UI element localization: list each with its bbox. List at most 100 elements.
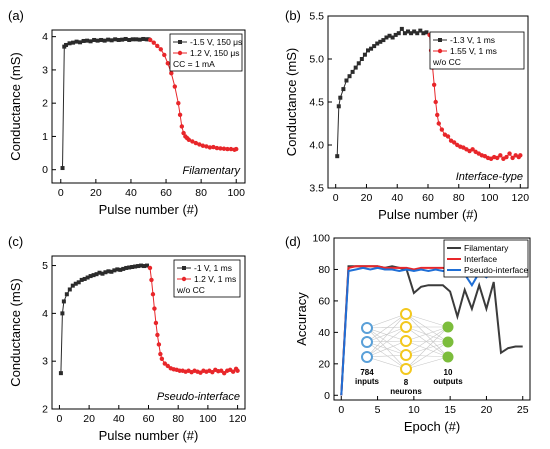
data-point-square [85,275,90,280]
data-point-circle [504,154,509,160]
data-point-square [375,41,380,46]
plot-frame [51,29,246,184]
data-point-square [130,37,135,42]
output-count-label: 10 [444,368,453,377]
data-point-square [116,37,121,42]
y-tick-label: 4 [42,31,48,43]
data-point-circle [152,306,157,311]
data-point-square [335,154,340,159]
data-point-circle [210,369,215,375]
data-point-square [406,29,410,34]
network-connection [405,326,449,358]
data-point-circle [507,151,512,156]
network-connection [366,326,407,343]
data-point-square [412,29,417,34]
data-point-circle [177,112,183,118]
data-point-square [115,267,120,272]
data-point-square [82,276,87,281]
data-point-square [121,266,126,271]
data-point-square [396,31,401,36]
data-point-circle [147,265,153,271]
data-point-square [336,104,341,109]
network-connection [405,326,449,342]
data-point-square [399,26,404,31]
data-point-square [74,39,79,44]
legend-entry: -1.3 V, 1 ms [450,35,495,45]
legend-entry: 1.55 V, 1 ms [450,46,497,56]
y-tick-label: 4.5 [309,97,324,109]
x-tick-label: 60 [143,413,155,425]
network-connection [366,341,407,370]
x-tick-label: 0 [58,187,64,199]
data-point-circle [181,130,186,136]
network-connection [405,326,449,356]
data-point-square [366,48,370,53]
y-tick-label: 40 [318,327,330,339]
plot-frame [333,237,531,401]
network-connection [366,313,407,358]
data-point-square [73,281,78,286]
data-point-square [109,269,114,274]
data-point-square [70,283,75,288]
data-point-square [409,31,414,36]
data-point-square [71,40,76,45]
x-tick-label: 120 [229,413,247,425]
series-line-1 [62,38,149,169]
panel-label: (a) [8,8,24,23]
data-point-circle [153,320,159,326]
legend: -1 V, 1 ms1.2 V, 1 msw/o CC [173,259,241,298]
panel-annotation: Interface-type [456,171,523,183]
legend-note: w/o CC [176,285,205,295]
x-axis-label: Pulse number (#) [378,207,478,222]
x-tick-label: 120 [512,192,530,204]
chart-panel-1: (a) 0 20 40 60 80 100 0 1 2 3 4 Pulse number (#) Cond… [8,8,246,217]
data-point-circle [228,146,234,152]
output-sublabel: outputs [433,377,463,386]
data-point-square [67,287,72,292]
data-point-circle [518,153,523,158]
x-tick-label: 60 [160,187,172,199]
data-point-square [88,274,93,279]
data-point-square [127,265,132,270]
data-point-circle [219,368,224,373]
data-point-square [99,37,104,42]
network-connection [366,326,407,358]
series-line-1 [336,28,427,157]
output-neuron [442,321,454,333]
data-point-square [359,57,364,61]
data-point-square [60,166,65,171]
y-tick-label: 4.0 [309,140,324,152]
data-point-circle [431,82,437,88]
data-point-circle [222,370,227,376]
data-point-square [60,311,65,316]
hidden-neuron [400,335,412,347]
y-axis-label: Conductance (mS) [8,52,23,160]
network-connection [405,341,449,356]
data-point-square [387,33,392,38]
data-point-square [390,35,395,40]
x-tick-label: 0 [338,404,344,416]
y-tick-label: 5.5 [309,11,324,23]
network-connection [366,356,407,370]
data-point-square [103,270,108,275]
y-axis-label: Accuracy [294,292,309,346]
network-connection [366,340,407,358]
chart-panel-4: (d) 0 5 10 15 20 25 0 20 40 60 80 100 Epoch (#) Accura… [285,233,531,434]
x-tick-label: 40 [125,187,137,199]
data-point-circle [149,277,154,283]
data-point-square [120,37,125,42]
legend-note: CC = 1 mA [173,59,215,69]
data-point-square [130,264,135,269]
data-point-square [378,39,383,44]
data-point-circle [433,99,438,105]
data-point-circle [207,145,213,150]
y-tick-label: 0 [42,164,48,176]
y-axis-label: Conductance (mS) [284,48,299,156]
input-count-label: 784 [360,368,374,377]
legend-entry: Interface [464,254,497,264]
data-point-square [92,37,97,42]
x-tick-label: 100 [199,413,217,425]
data-point-circle [204,144,209,149]
data-point-square [421,31,426,36]
